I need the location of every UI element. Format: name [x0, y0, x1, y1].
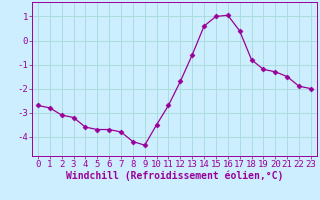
X-axis label: Windchill (Refroidissement éolien,°C): Windchill (Refroidissement éolien,°C)	[66, 171, 283, 181]
